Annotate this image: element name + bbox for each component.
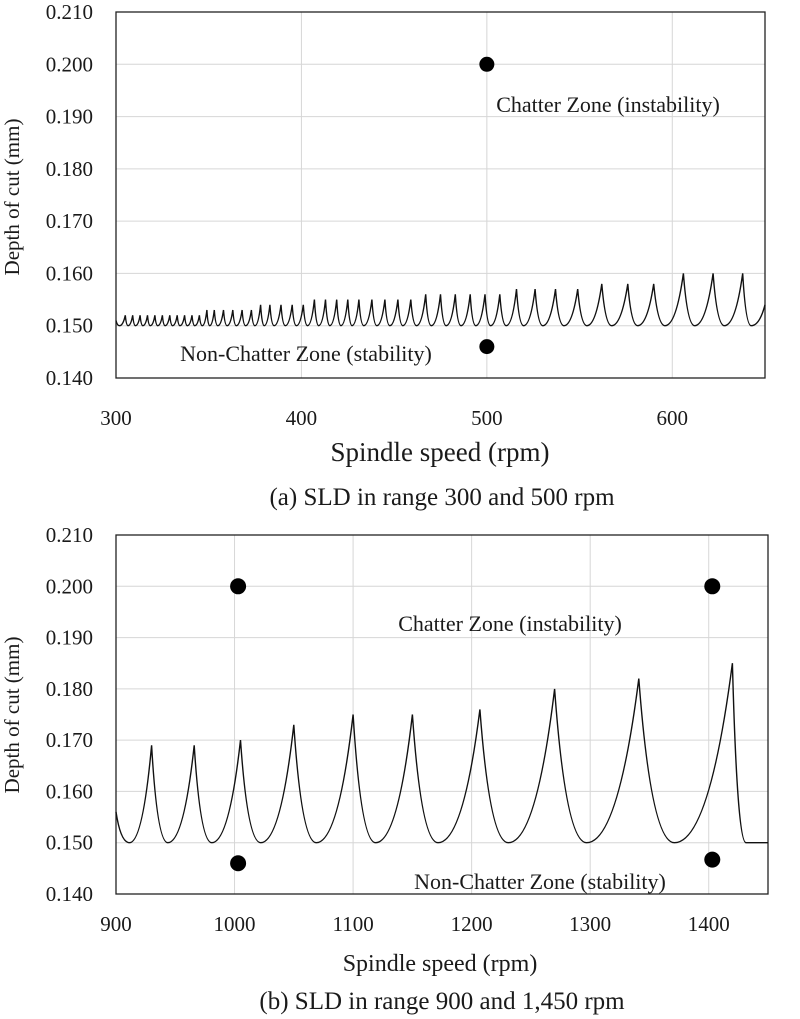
y-tick-label: 0.170 (46, 728, 93, 752)
chatter-zone-label: Chatter Zone (instability) (398, 611, 622, 636)
plot-area (115, 534, 769, 895)
x-gridlines (115, 12, 673, 378)
chart-panel-a: 0.140 0.150 0.160 0.170 0.180 0.190 0.200 0.210… (0, 0, 766, 511)
chart-panel-b: 0.140 0.150 0.160 0.170 0.180 0.190 0.200 0.210… (0, 523, 769, 1015)
y-tick-label: 0.200 (46, 574, 93, 598)
y-tick-label: 0.150 (46, 314, 93, 338)
y-tick-label: 0.210 (46, 523, 93, 547)
x-tick-labels: 300 400 500 600 (100, 406, 688, 430)
chatter-test-point (704, 578, 721, 595)
caption: (a) SLD in range 300 and 500 rpm (269, 484, 615, 511)
stability-lobe-curve (115, 273, 766, 327)
x-tick-label: 1200 (451, 912, 493, 936)
x-tick-label: 1000 (214, 912, 256, 936)
y-tick-label: 0.160 (46, 261, 93, 285)
y-tick-label: 0.170 (46, 209, 93, 233)
y-tick-label: 0.180 (46, 677, 93, 701)
x-tick-label: 1300 (569, 912, 611, 936)
test-points (230, 578, 721, 872)
y-tick-label: 0.190 (46, 626, 93, 650)
y-tick-label: 0.160 (46, 779, 93, 803)
stable-test-point (479, 339, 495, 355)
non-chatter-zone-label: Non-Chatter Zone (stability) (180, 341, 432, 366)
y-axis-title: Depth of cut (mm) (0, 119, 24, 276)
x-tick-label: 300 (100, 406, 132, 430)
x-tick-labels: 900 1000 1100 1200 1300 1400 (100, 912, 729, 936)
y-gridlines (116, 534, 768, 895)
y-tick-label: 0.210 (46, 0, 93, 24)
y-tick-label: 0.180 (46, 157, 93, 181)
y-tick-label: 0.150 (46, 831, 93, 855)
stability-lobe-curve (115, 663, 768, 844)
y-tick-label: 0.200 (46, 52, 93, 76)
plot-area (115, 11, 766, 379)
chatter-zone-label: Chatter Zone (instability) (496, 92, 720, 117)
x-tick-label: 600 (657, 406, 689, 430)
y-gridlines (116, 11, 765, 379)
stable-test-point (704, 851, 721, 868)
y-tick-labels: 0.140 0.150 0.160 0.170 0.180 0.190 0.200 0.210 (46, 523, 93, 906)
chatter-test-point (479, 56, 495, 72)
x-axis-title: Spindle speed (rpm) (343, 951, 538, 977)
y-axis-title: Depth of cut (mm) (0, 637, 24, 794)
stable-test-point (230, 855, 247, 872)
y-tick-labels: 0.140 0.150 0.160 0.170 0.180 0.190 0.200 0.210 (46, 0, 93, 390)
test-points (479, 56, 495, 355)
x-axis-title: Spindle speed (rpm) (331, 437, 550, 467)
y-tick-label: 0.140 (46, 882, 93, 906)
y-tick-label: 0.140 (46, 366, 93, 390)
y-tick-label: 0.190 (46, 105, 93, 129)
non-chatter-zone-label: Non-Chatter Zone (stability) (414, 869, 666, 894)
x-tick-label: 500 (471, 406, 503, 430)
x-tick-label: 1100 (332, 912, 373, 936)
x-tick-label: 400 (286, 406, 318, 430)
x-tick-label: 900 (100, 912, 132, 936)
caption: (b) SLD in range 900 and 1,450 rpm (259, 988, 625, 1015)
chatter-test-point (230, 578, 247, 595)
x-tick-label: 1400 (688, 912, 730, 936)
